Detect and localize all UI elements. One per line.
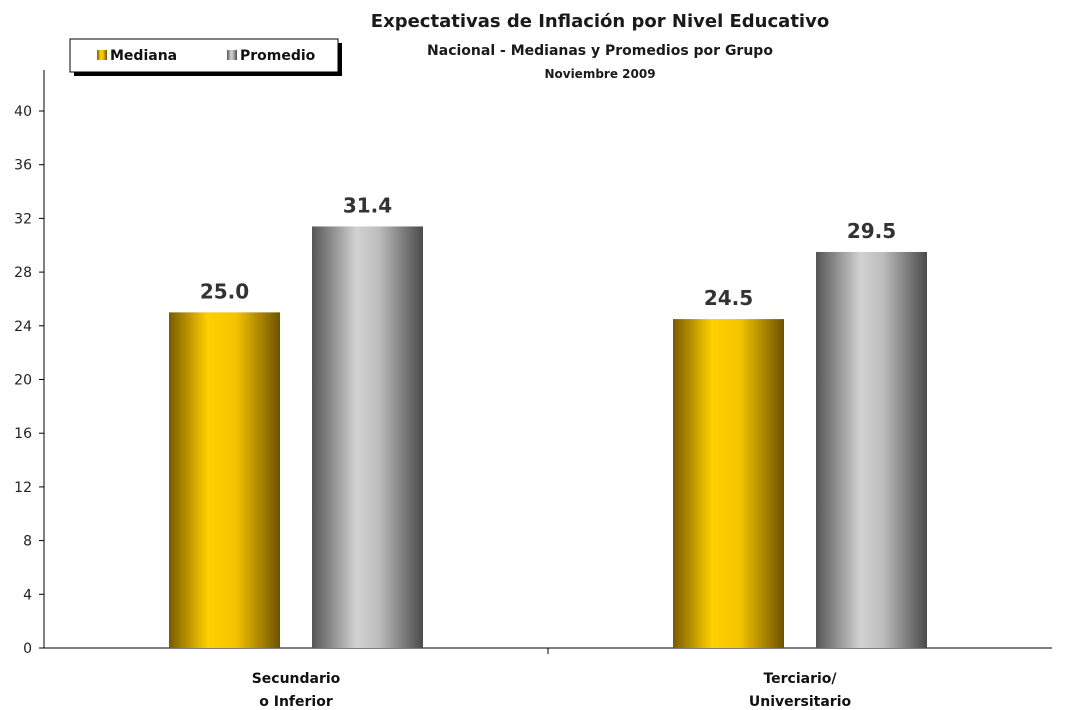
legend-label-mediana: Mediana xyxy=(110,48,177,64)
chart-title: Expectativas de Inflación por Nivel Educ… xyxy=(371,11,829,32)
y-tick-label: 32 xyxy=(14,211,32,227)
y-tick-label: 40 xyxy=(14,104,32,120)
data-label: 29.5 xyxy=(847,219,896,243)
y-tick-label: 20 xyxy=(14,373,32,389)
bar-promedio xyxy=(816,251,927,648)
bar-promedio xyxy=(312,226,423,648)
y-tick-label: 4 xyxy=(23,587,32,603)
y-tick-label: 12 xyxy=(14,480,32,496)
legend-swatch-promedio xyxy=(227,50,237,60)
bar-mediana xyxy=(169,312,280,648)
legend-swatch-mediana xyxy=(97,50,107,60)
y-tick-label: 24 xyxy=(14,319,32,335)
data-label: 24.5 xyxy=(704,286,753,310)
y-tick-label: 8 xyxy=(23,534,32,550)
data-label: 31.4 xyxy=(343,193,392,217)
data-label: 25.0 xyxy=(200,279,249,303)
y-tick-label: 28 xyxy=(14,265,32,281)
legend: Mediana Promedio xyxy=(69,38,342,76)
plot-area: 0 4 8 12 16 20 24 28 32 36 40 25.0 31.4 Secundario o I… xyxy=(14,70,1052,710)
legend-label-promedio: Promedio xyxy=(240,48,316,64)
y-tick-label: 36 xyxy=(14,158,32,174)
chart-date-subtitle: Noviembre 2009 xyxy=(544,67,655,81)
y-tick-label: 16 xyxy=(14,426,32,442)
x-category-label: o Inferior xyxy=(259,694,333,710)
chart-subtitle: Nacional - Medianas y Promedios por Grup… xyxy=(427,43,773,59)
x-category-label: Secundario xyxy=(252,671,341,687)
x-category-label: Terciario/ xyxy=(763,671,837,687)
y-tick-label: 0 xyxy=(23,641,32,657)
x-category-label: Universitario xyxy=(749,694,852,710)
bar-mediana xyxy=(673,319,784,648)
